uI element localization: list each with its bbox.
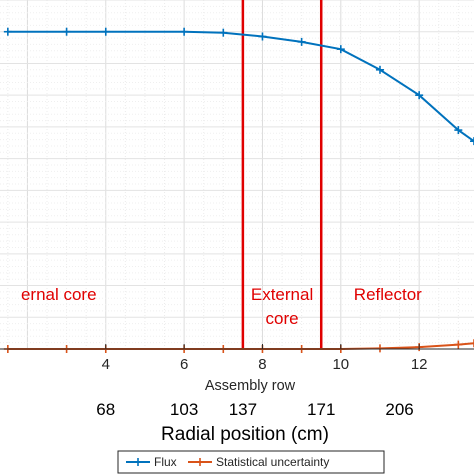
secondary-axis: 68 103 137 171 206 (96, 400, 413, 419)
x-tick-label: 10 (332, 356, 349, 373)
data-point-flux (415, 91, 424, 100)
legend-label: Flux (154, 455, 177, 469)
secondary-axis-label: Radial position (cm) (161, 424, 329, 445)
region-boundaries (241, 0, 323, 349)
x-tick-label: 6 (180, 356, 188, 373)
region-label: External (251, 285, 313, 304)
series-line-flux (7, 30, 474, 143)
series-line-uncertainty (7, 342, 474, 350)
data-point-flux (297, 37, 306, 46)
region-label: core (266, 309, 299, 328)
radial-position-label: 137 (229, 400, 257, 419)
x-axis: 4 6 8 10 12 (0, 344, 474, 373)
radial-position-label: 206 (385, 400, 413, 419)
data-point-flux (336, 45, 345, 54)
radial-position-label: 103 (170, 400, 198, 419)
data-point-uncertainty (470, 339, 474, 348)
data-point-flux (101, 27, 110, 36)
data-point-flux (219, 28, 228, 37)
legend-box (117, 450, 385, 474)
x-tick-label: 12 (411, 356, 428, 373)
data-point-uncertainty (454, 340, 463, 349)
region-label: Reflector (354, 285, 422, 304)
data-point-uncertainty (375, 344, 384, 353)
legend-label: Statistical uncertainty (216, 455, 329, 469)
legend[interactable]: Flux Statistical uncertainty (117, 450, 385, 474)
x-tick-label: 4 (102, 356, 110, 373)
grid (0, 0, 474, 349)
data-point-flux (180, 27, 189, 36)
data-point-flux (470, 137, 474, 146)
legend-item-flux[interactable]: Flux (126, 455, 177, 469)
region-labels: ernal core External core Reflector (21, 285, 422, 328)
radial-position-label: 171 (307, 400, 335, 419)
data-point-flux (258, 32, 267, 41)
x-axis-label: Assembly row (205, 378, 296, 394)
radial-position-label: 68 (96, 400, 115, 419)
data-point-flux (454, 126, 463, 135)
x-tick-label: 8 (258, 356, 266, 373)
data-point-flux (375, 65, 384, 74)
region-label: ernal core (21, 285, 97, 304)
legend-item-uncertainty[interactable]: Statistical uncertainty (188, 455, 329, 469)
data-point-flux (3, 27, 12, 36)
data-point-flux (62, 27, 71, 36)
